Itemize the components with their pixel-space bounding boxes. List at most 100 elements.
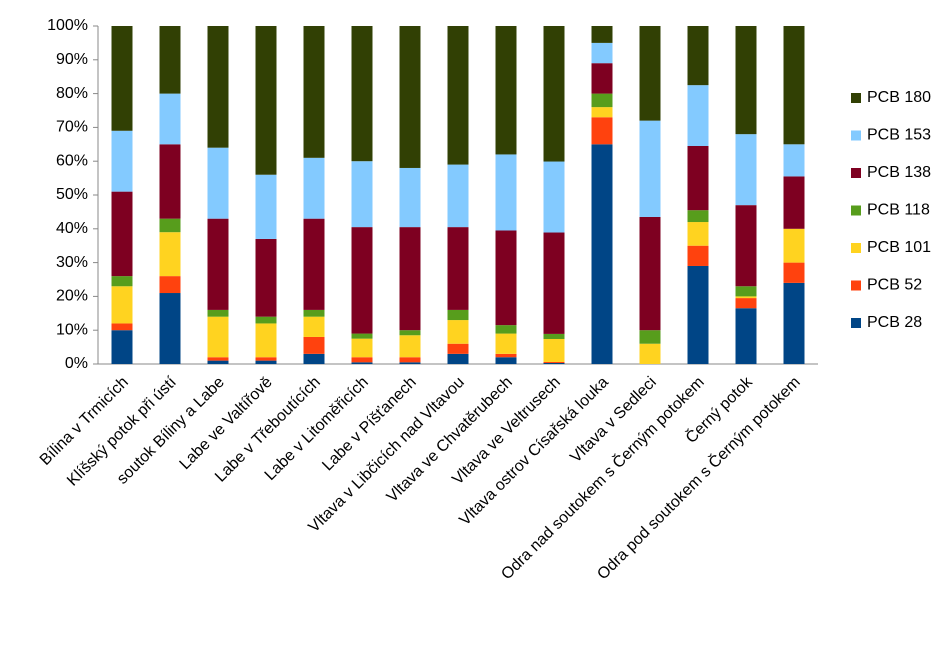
bar-segment <box>399 26 421 168</box>
bar-segment <box>447 26 469 165</box>
bar-segment <box>783 262 805 283</box>
bar-segment <box>255 26 277 175</box>
y-tick-label: 70% <box>56 119 88 136</box>
bar-segment <box>687 210 709 223</box>
bar-segment <box>351 26 373 162</box>
bar-segment <box>735 286 757 297</box>
legend-swatch <box>851 93 861 103</box>
bar-segment <box>591 93 613 108</box>
legend-label: PCB 101 <box>867 239 931 256</box>
legend-swatch <box>851 243 861 253</box>
bar-segment <box>591 63 613 94</box>
bar-segment <box>207 309 229 317</box>
bar-segment <box>351 362 373 364</box>
bar-segment <box>543 333 565 339</box>
legend-label: PCB 118 <box>867 202 930 219</box>
bar-segment <box>351 227 373 334</box>
bar-segment <box>207 26 229 148</box>
bar-segment <box>543 361 565 363</box>
bar-segment <box>207 357 229 361</box>
bar-segment <box>111 26 133 131</box>
bar-segment <box>303 316 325 337</box>
bar-segment <box>207 360 229 364</box>
bar-segment <box>591 42 613 64</box>
bar-segment <box>591 117 613 145</box>
bar-segment <box>783 26 805 145</box>
bar-segment <box>447 320 469 344</box>
y-tick-label: 0% <box>65 355 88 372</box>
bar-segment <box>591 144 613 364</box>
bar-segment <box>495 26 517 155</box>
bar-segment <box>207 147 229 219</box>
bar-segment <box>687 85 709 146</box>
bar-segment <box>639 26 661 121</box>
legend-label: PCB 28 <box>867 314 922 331</box>
bar-segment <box>687 26 709 86</box>
bar-segment <box>159 232 181 277</box>
bar-segment <box>639 343 661 364</box>
bar-segment <box>351 333 373 339</box>
bar-segment <box>303 157 325 219</box>
legend-label: PCB 52 <box>867 277 922 294</box>
bar-segment <box>399 227 421 331</box>
bar-segment <box>303 26 325 158</box>
bar-segment <box>735 205 757 287</box>
bar-segment <box>447 227 469 310</box>
legend-label: PCB 153 <box>867 127 931 144</box>
legend-swatch <box>851 205 861 216</box>
legend-label: PCB 180 <box>867 89 931 106</box>
bar-segment <box>351 338 373 358</box>
bar-segment <box>543 362 565 364</box>
bar-segment <box>159 26 181 94</box>
bar-segment <box>687 145 709 211</box>
bar-segment <box>495 325 517 334</box>
bar-segment <box>255 316 277 324</box>
bar-segment <box>447 164 469 228</box>
bar-segment <box>303 336 325 354</box>
bar-segment <box>783 228 805 263</box>
bar-segment <box>159 276 181 294</box>
bar-segment <box>111 330 133 364</box>
x-tick-label: Bílina v Trmicích <box>37 374 132 469</box>
y-tick-label: 100% <box>47 17 88 34</box>
bar-segment <box>495 154 517 231</box>
bar-segment <box>255 174 277 239</box>
y-tick-label: 80% <box>56 85 88 102</box>
bar-segment <box>591 26 613 43</box>
bar-segment <box>111 323 133 331</box>
bar-segment <box>159 293 181 364</box>
bar-segment <box>303 218 325 310</box>
bar-segment <box>639 120 661 217</box>
bar-segment <box>495 353 517 358</box>
y-tick-label: 20% <box>56 288 88 305</box>
bar-segment <box>111 276 133 287</box>
y-tick-label: 50% <box>56 186 88 203</box>
bar-segment <box>399 357 421 363</box>
bar-segment <box>495 357 517 364</box>
y-tick-label: 10% <box>56 321 88 338</box>
bar-segment <box>207 316 229 358</box>
legend-swatch <box>851 130 861 141</box>
legend-swatch <box>851 318 861 328</box>
bar-segment <box>639 330 661 344</box>
bar-segment <box>303 353 325 364</box>
bar-segment <box>255 238 277 317</box>
bar-segment <box>111 130 133 192</box>
bar-segment <box>543 232 565 334</box>
bar-segment <box>351 161 373 228</box>
bar-segment <box>447 343 469 354</box>
bar-segment <box>303 309 325 317</box>
bar-segment <box>591 107 613 118</box>
bar-segment <box>735 298 757 309</box>
bar-segment <box>783 144 805 177</box>
bar-segment <box>687 265 709 364</box>
bar-segment <box>495 230 517 326</box>
bar-segment <box>399 167 421 228</box>
bar-segment <box>543 161 565 233</box>
bar-segment <box>399 335 421 358</box>
bar-segment <box>783 282 805 364</box>
bar-segment <box>687 222 709 246</box>
y-tick-label: 90% <box>56 51 88 68</box>
legend-swatch <box>851 168 861 178</box>
